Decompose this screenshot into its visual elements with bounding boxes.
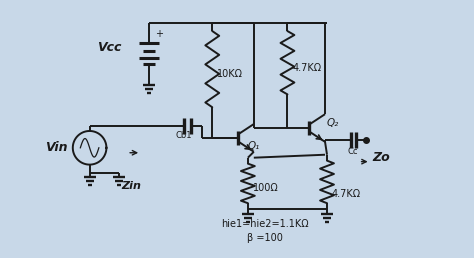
Text: Zin: Zin: [121, 181, 141, 191]
Text: Q₂: Q₂: [327, 118, 339, 128]
Text: Cc: Cc: [347, 147, 358, 156]
Text: +: +: [155, 29, 163, 39]
Text: Vcc: Vcc: [97, 41, 121, 54]
Text: 4.7KΩ: 4.7KΩ: [292, 63, 321, 73]
Text: 10KΩ: 10KΩ: [217, 69, 243, 79]
Text: 100Ω: 100Ω: [253, 183, 279, 193]
Text: β =100: β =100: [247, 233, 283, 243]
Text: 4.7KΩ: 4.7KΩ: [332, 189, 361, 199]
Text: Cb1: Cb1: [175, 131, 192, 140]
Text: Zo: Zo: [373, 151, 390, 164]
Text: hie1=hie2=1.1KΩ: hie1=hie2=1.1KΩ: [221, 219, 309, 229]
Text: Q₁: Q₁: [248, 141, 260, 151]
Text: Vin: Vin: [46, 141, 68, 154]
